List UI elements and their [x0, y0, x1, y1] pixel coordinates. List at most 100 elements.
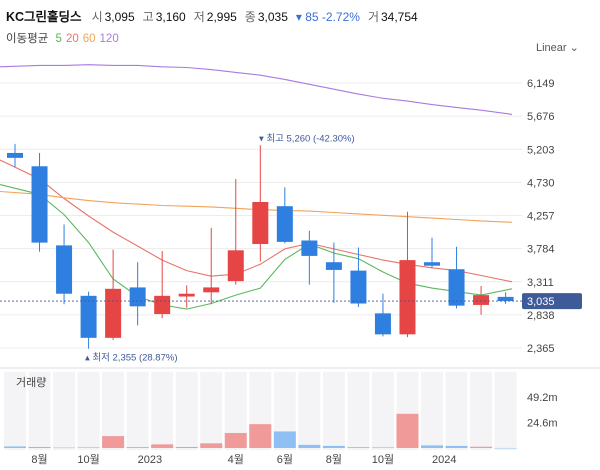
volume-bar [445, 445, 468, 448]
volume-column-bg [102, 372, 125, 450]
candle-body [154, 295, 171, 315]
open-value: 3,095 [104, 10, 135, 24]
volume-column-bg [200, 372, 223, 450]
candle-body [350, 270, 367, 304]
volume-bar [273, 431, 296, 448]
close-value: 3,035 [257, 10, 288, 24]
volume-bar [421, 445, 444, 448]
candle-body [56, 245, 73, 294]
volume-bar [298, 444, 321, 448]
y-tick-label: 6,149 [527, 78, 555, 90]
x-tick-label: 2024 [432, 454, 456, 466]
ma120-line [0, 64, 513, 115]
current-price-label: 3,035 [527, 296, 555, 308]
candle-body [399, 260, 416, 335]
current-price-badge [522, 293, 582, 310]
volume-bar [102, 436, 125, 448]
volume-column-bg [445, 372, 468, 450]
candle-body [7, 152, 23, 158]
candle-body [129, 287, 146, 307]
ma-legend[interactable]: 이동평균 5 20 60 120 [6, 30, 123, 46]
volume-bar [322, 445, 345, 448]
volume-bar [151, 444, 174, 448]
volume-bar [396, 413, 419, 448]
volume-column-bg [347, 372, 370, 450]
volume-bar [347, 447, 370, 448]
open-label: 시 [91, 10, 103, 24]
ma20-line [0, 159, 513, 283]
candle-body [105, 288, 122, 338]
candle-body [252, 201, 269, 245]
volume-column-bg [53, 372, 76, 450]
x-tick-label: 8월 [31, 453, 47, 466]
volume-bar [224, 432, 247, 448]
y-tick-label: 3,311 [527, 277, 554, 289]
candle-body [497, 296, 514, 302]
candle-body [31, 166, 48, 243]
volume-bar [494, 447, 517, 449]
volume-tick-label: 49.2m [527, 392, 558, 404]
volume-bar [77, 447, 100, 448]
candle-body [374, 313, 391, 335]
volume-column-bg [298, 372, 321, 450]
volume-column-bg [224, 372, 247, 450]
low-value: 2,995 [206, 10, 237, 24]
candle-body [301, 240, 318, 256]
candle-body [178, 293, 195, 297]
candle-body [80, 295, 97, 338]
volume-column-bg [175, 372, 198, 450]
volume-bar [175, 446, 198, 448]
volume-column-bg [273, 372, 296, 450]
volume-column-bg [28, 372, 51, 450]
high-value: 3,160 [155, 10, 186, 24]
volume-bar [53, 447, 76, 449]
volume-column-bg [371, 372, 394, 450]
y-tick-label: 2,838 [527, 310, 555, 322]
x-tick-label: 4월 [228, 453, 244, 466]
ma-legend-item: 20 [65, 33, 79, 45]
x-tick-label: 10월 [77, 453, 99, 466]
volume-tick-label: 24.6m [527, 418, 558, 430]
y-tick-label: 4,257 [527, 211, 555, 223]
ma-legend-items: 5 20 60 120 [56, 33, 123, 45]
volume-value: 34,754 [380, 10, 418, 24]
candle-body [473, 295, 490, 305]
high-label: 고 [142, 10, 154, 24]
volume-column-bg [126, 372, 149, 450]
y-tick-label: 4,730 [527, 177, 555, 189]
volume-panel-title: 거래량 [16, 377, 47, 389]
volume-bar [470, 446, 493, 448]
volume-column-bg [151, 372, 174, 450]
y-tick-label: 5,676 [527, 111, 555, 123]
scale-toggle-button[interactable]: Linear ⌄ [536, 42, 579, 54]
high-annotation: ▾ 최고 5,260 (-42.30%) [259, 133, 355, 144]
x-tick-label: 10월 [372, 453, 394, 466]
volume-bar [126, 447, 149, 448]
candle-body [203, 287, 220, 293]
volume-column-bg [470, 372, 493, 450]
low-label: 저 [193, 10, 205, 24]
change-value: ▾ 85 -2.72% [295, 10, 360, 24]
volume-column-bg [322, 372, 345, 450]
candle-body [276, 206, 293, 242]
candle-body [325, 262, 342, 270]
y-tick-label: 2,365 [527, 343, 555, 355]
ma-legend-item: 5 [55, 33, 62, 45]
y-tick-label: 3,784 [527, 244, 555, 256]
candle-body [227, 250, 244, 282]
volume-bar [4, 446, 26, 448]
stock-name: KC그린홀딩스 [6, 10, 82, 24]
ma-legend-item: 60 [82, 33, 96, 45]
volume-column-bg [77, 372, 100, 450]
y-tick-label: 5,203 [527, 144, 555, 156]
candle-body [448, 269, 465, 306]
x-tick-label: 2023 [138, 454, 162, 466]
ma-legend-item: 120 [99, 33, 119, 45]
volume-bar [371, 447, 394, 448]
x-tick-label: 8월 [326, 453, 342, 466]
low-annotation: ▴ 최저 2,355 (28.87%) [85, 353, 178, 364]
close-label: 종 [244, 10, 256, 24]
volume-column-bg [4, 372, 26, 450]
ma-legend-title: 이동평균 [6, 33, 49, 45]
